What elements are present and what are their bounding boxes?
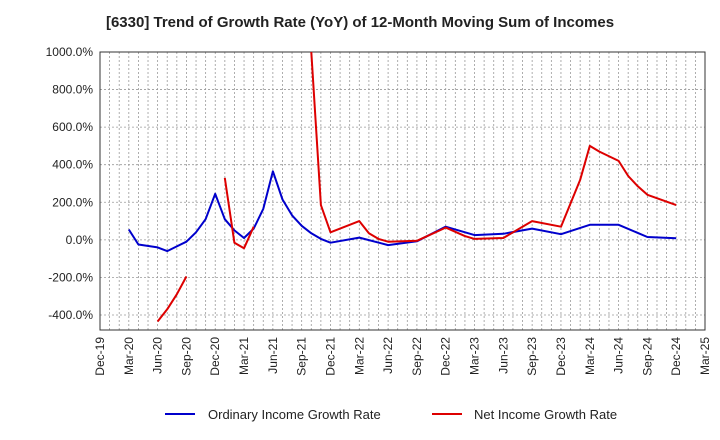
x-tick-label: Jun-20 xyxy=(151,337,165,374)
x-tick-label: Jun-21 xyxy=(266,337,280,374)
y-tick-label: 200.0% xyxy=(52,195,93,209)
legend: Ordinary Income Growth Rate Net Income Gr… xyxy=(165,407,617,422)
x-tick-label: Mar-24 xyxy=(583,337,597,375)
x-tick-label: Sep-23 xyxy=(525,337,539,376)
x-tick-label: Sep-24 xyxy=(640,337,654,376)
series-line-1-segment-1 xyxy=(127,170,677,253)
y-tick-label: 400.0% xyxy=(52,158,93,172)
y-tick-label: -200.0% xyxy=(48,270,93,284)
x-tick-label: Dec-19 xyxy=(93,337,107,376)
x-tick-label: Mar-21 xyxy=(237,337,251,375)
series-line-2-segment-1 xyxy=(156,276,188,323)
x-tick-label: Jun-23 xyxy=(496,337,510,374)
x-tick-label: Jun-22 xyxy=(381,337,395,374)
legend-label-2: Net Income Growth Rate xyxy=(474,407,617,422)
x-tick-label: Dec-24 xyxy=(669,337,683,376)
x-tick-label: Mar-25 xyxy=(698,337,712,375)
grid xyxy=(99,51,706,330)
x-tick-label: Mar-23 xyxy=(468,337,482,375)
series-line-2-segment-3 xyxy=(310,51,677,243)
x-tick-label: Jun-24 xyxy=(612,337,626,374)
x-tick-label: Dec-20 xyxy=(208,337,222,376)
y-tick-label: 0.0% xyxy=(66,233,94,247)
legend-label-1: Ordinary Income Growth Rate xyxy=(208,407,381,422)
x-tick-label: Sep-21 xyxy=(295,337,309,376)
series-line-2-segment-2 xyxy=(223,177,255,250)
x-tick-label: Dec-21 xyxy=(323,337,337,376)
axes: 1000.0% 800.0% 600.0% 400.0% 200.0% 0.0% -200.… xyxy=(46,45,712,376)
y-tick-label: 600.0% xyxy=(52,120,93,134)
x-tick-label: Dec-22 xyxy=(439,337,453,376)
x-tick-label: Sep-20 xyxy=(179,337,193,376)
chart-title: [6330] Trend of Growth Rate (YoY) of 12-… xyxy=(105,14,615,31)
x-tick-label: Sep-22 xyxy=(410,337,424,376)
y-tick-label: 800.0% xyxy=(52,83,93,97)
series-lines xyxy=(127,51,677,323)
x-tick-label: Dec-23 xyxy=(554,337,568,376)
x-tick-label: Mar-22 xyxy=(352,337,366,375)
y-tick-label: -400.0% xyxy=(48,308,93,322)
plot-frame xyxy=(99,51,706,331)
y-tick-label: 1000.0% xyxy=(46,45,94,59)
x-tick-label: Mar-20 xyxy=(122,337,136,375)
